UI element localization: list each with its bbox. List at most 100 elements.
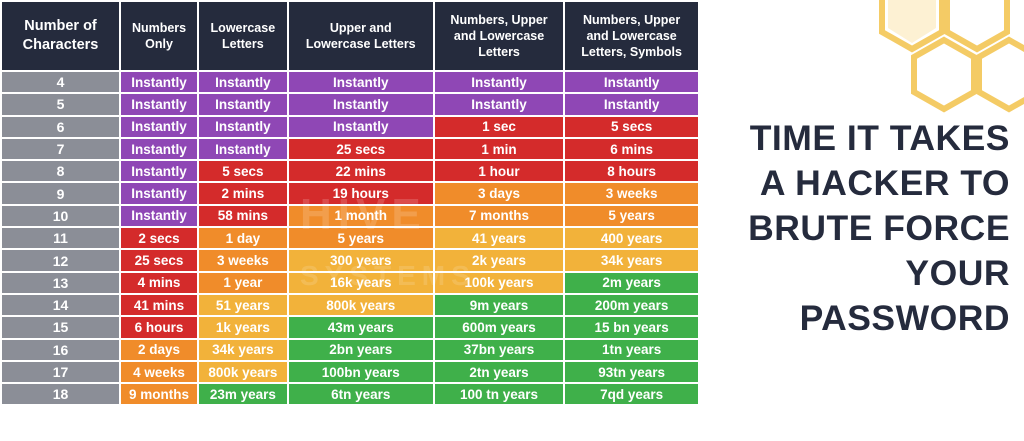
table-body: 4 Instantly Instantly Instantly Instantly Ins… (2, 72, 698, 405)
column-header: Upper and Lowercase Letters (288, 2, 433, 70)
column-header-line: Characters (22, 37, 99, 53)
brute-force-table: Number of Characters Numbers Only Lowercas… (2, 2, 698, 405)
crack-time-cell: 2 days (121, 339, 198, 360)
crack-time-cell: Instantly (121, 72, 198, 93)
table-row: 5 Instantly Instantly Instantly Instantly Ins… (2, 94, 698, 115)
crack-time-cell: 8 hours (565, 161, 698, 182)
title-panel: TIME IT TAKES A HACKER TO BRUTE FORCE YO… (702, 0, 1024, 441)
crack-time-cell: Instantly (121, 183, 198, 204)
crack-time-cell: 1 day (199, 228, 287, 249)
crack-time-cell: Instantly (199, 72, 287, 93)
crack-time-cell: 1 min (434, 138, 564, 160)
crack-time-cell: Instantly (121, 116, 198, 137)
crack-time-cell: 2m years (565, 272, 698, 293)
crack-time-cell: 5 secs (199, 161, 287, 182)
table-row: 14 41 mins 51 years 800k years 9m years 200m … (2, 294, 698, 316)
column-header-line: Only (145, 37, 173, 51)
crack-time-cell: 400 years (565, 228, 698, 249)
crack-time-cell: 37bn years (434, 339, 564, 360)
column-header-line: Numbers (131, 21, 187, 35)
column-header: Numbers, Upper and Lowercase Letters, Symb… (565, 2, 698, 70)
crack-time-cell: 2 secs (121, 228, 198, 249)
crack-time-cell: 3 days (434, 183, 564, 204)
crack-time-cell: 600m years (434, 317, 564, 338)
crack-time-cell: 2k years (434, 250, 564, 271)
crack-time-cell: 93tn years (565, 361, 698, 383)
crack-time-cell: Instantly (199, 94, 287, 115)
crack-time-cell: Instantly (565, 94, 698, 115)
column-header-line: Letters, Symbols (581, 45, 682, 59)
column-header-line: Lowercase Letters (305, 37, 416, 51)
password-table-container: Number of Characters Numbers Only Lowercas… (2, 2, 698, 405)
column-header-line: Letters (478, 45, 520, 59)
title-line: YOUR (905, 253, 1010, 293)
character-count-cell: 6 (2, 116, 119, 137)
character-count-cell: 8 (2, 161, 119, 182)
table-row: 11 2 secs 1 day 5 years 41 years 400 years (2, 228, 698, 249)
character-count-cell: 9 (2, 183, 119, 204)
crack-time-cell: 1 hour (434, 161, 564, 182)
crack-time-cell: 1tn years (565, 339, 698, 360)
table-row: 10 Instantly 58 mins 1 month 7 months 5 years (2, 205, 698, 227)
crack-time-cell: 100k years (434, 272, 564, 293)
table-header-row: Number of Characters Numbers Only Lowercas… (2, 2, 698, 70)
column-header: Lowercase Letters (199, 2, 287, 70)
crack-time-cell: 9 months (121, 384, 198, 405)
crack-time-cell: 51 years (199, 294, 287, 316)
table-row: 9 Instantly 2 mins 19 hours 3 days 3 weeks (2, 183, 698, 204)
crack-time-cell: 2bn years (288, 339, 433, 360)
crack-time-cell: Instantly (121, 161, 198, 182)
crack-time-cell: 15 bn years (565, 317, 698, 338)
crack-time-cell: 34k years (199, 339, 287, 360)
title-line: PASSWORD (799, 298, 1010, 338)
crack-time-cell: 1 year (199, 272, 287, 293)
crack-time-cell: 2tn years (434, 361, 564, 383)
crack-time-cell: Instantly (121, 205, 198, 227)
column-header-line: Upper and (329, 21, 392, 35)
column-header-line: Numbers, Upper (450, 13, 548, 27)
crack-time-cell: 100bn years (288, 361, 433, 383)
crack-time-cell: 5 years (565, 205, 698, 227)
crack-time-cell: Instantly (121, 138, 198, 160)
crack-time-cell: 19 hours (288, 183, 433, 204)
crack-time-cell: 100 tn years (434, 384, 564, 405)
column-header-line: and Lowercase (586, 29, 677, 43)
character-count-cell: 15 (2, 317, 119, 338)
table-row: 16 2 days 34k years 2bn years 37bn years 1tn … (2, 339, 698, 360)
page-title: TIME IT TAKES A HACKER TO BRUTE FORCE YO… (702, 116, 1010, 341)
crack-time-cell: 7qd years (565, 384, 698, 405)
crack-time-cell: 6 mins (565, 138, 698, 160)
crack-time-cell: 200m years (565, 294, 698, 316)
crack-time-cell: 1 month (288, 205, 433, 227)
crack-time-cell: Instantly (288, 72, 433, 93)
title-line: BRUTE FORCE (748, 208, 1010, 248)
character-count-cell: 11 (2, 228, 119, 249)
crack-time-cell: 4 mins (121, 272, 198, 293)
crack-time-cell: Instantly (434, 72, 564, 93)
column-header: Numbers, Upper and Lowercase Letters (434, 2, 564, 70)
crack-time-cell: 16k years (288, 272, 433, 293)
character-count-cell: 12 (2, 250, 119, 271)
crack-time-cell: 800k years (288, 294, 433, 316)
crack-time-cell: 800k years (199, 361, 287, 383)
crack-time-cell: 5 years (288, 228, 433, 249)
crack-time-cell: Instantly (121, 94, 198, 115)
table-row: 17 4 weeks 800k years 100bn years 2tn years 9… (2, 361, 698, 383)
column-header: Number of Characters (2, 2, 119, 70)
column-header-line: Lowercase (210, 21, 276, 35)
crack-time-cell: 41 years (434, 228, 564, 249)
character-count-cell: 7 (2, 138, 119, 160)
crack-time-cell: 4 weeks (121, 361, 198, 383)
character-count-cell: 5 (2, 94, 119, 115)
crack-time-cell: Instantly (434, 94, 564, 115)
column-header: Numbers Only (121, 2, 198, 70)
crack-time-cell: 43m years (288, 317, 433, 338)
crack-time-cell: 34k years (565, 250, 698, 271)
column-header-line: Letters (222, 37, 264, 51)
crack-time-cell: 23m years (199, 384, 287, 405)
character-count-cell: 13 (2, 272, 119, 293)
crack-time-cell: 3 weeks (199, 250, 287, 271)
crack-time-cell: 22 mins (288, 161, 433, 182)
crack-time-cell: Instantly (288, 116, 433, 137)
table-row: 13 4 mins 1 year 16k years 100k years 2m year… (2, 272, 698, 293)
